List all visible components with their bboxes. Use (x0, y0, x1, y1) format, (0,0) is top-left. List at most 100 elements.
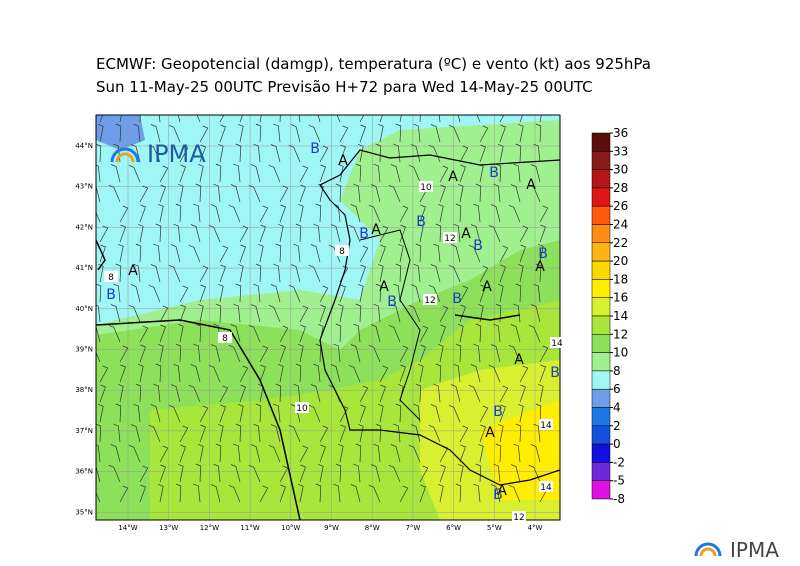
wind-barb (210, 344, 221, 363)
wind-barb (539, 205, 549, 223)
colorbar-label: -2 (613, 455, 625, 469)
wind-barb (98, 123, 104, 143)
wind-barb (155, 223, 162, 243)
wind-barb (233, 163, 241, 183)
wind-barb (479, 405, 489, 423)
wind-barb (299, 464, 306, 483)
wind-barb (370, 324, 381, 343)
wind-barb (253, 283, 261, 303)
pressure-center: A (482, 279, 492, 295)
pressure-center: B (452, 291, 462, 307)
wind-barb (113, 423, 121, 443)
wind-barb (193, 203, 201, 223)
wind-barb (518, 403, 524, 423)
wind-barb (138, 223, 144, 243)
wind-barb (215, 443, 222, 463)
wind-barb (338, 303, 344, 323)
wind-barb (130, 144, 141, 163)
wind-barb (379, 244, 386, 263)
wind-barb (199, 405, 209, 423)
wind-barb (495, 163, 502, 183)
wind-barb (198, 163, 204, 183)
wind-barb (328, 244, 341, 263)
wind-barb (173, 223, 181, 243)
wind-barb (279, 325, 289, 343)
wind-barb (393, 283, 401, 303)
lon-label: 4°W (528, 524, 543, 532)
pressure-center: B (387, 294, 397, 310)
wind-barb (375, 143, 382, 163)
colorbar-segment (591, 132, 611, 152)
pressure-center: B (310, 141, 320, 157)
wind-barb (250, 444, 261, 463)
colorbar-label: 0 (613, 437, 621, 451)
wind-barb (453, 363, 461, 383)
wind-barb (419, 484, 426, 503)
colorbar-segment (591, 315, 611, 335)
wind-barb (399, 485, 409, 503)
wind-barb (539, 345, 549, 363)
wind-barb (96, 423, 102, 443)
wind-barb (439, 165, 449, 183)
wind-barb (99, 244, 106, 263)
wind-barb (410, 284, 421, 303)
wind-barb (438, 115, 441, 123)
graticule (96, 115, 560, 520)
wind-barb (359, 124, 366, 143)
lon-label: 12°W (200, 524, 219, 532)
wind-barb (513, 443, 521, 463)
wind-barb (378, 263, 384, 283)
pressure-center: A (526, 177, 536, 193)
wind-barb (368, 344, 381, 363)
wind-barb (219, 245, 229, 263)
wind-barb (457, 115, 461, 123)
wind-barb (99, 365, 109, 383)
wind-barb (418, 223, 424, 243)
pressure-center: A (371, 222, 381, 238)
wind-barb (508, 484, 521, 503)
wind-barb (298, 115, 301, 123)
wind-barb (230, 184, 241, 203)
wind-barb (159, 305, 169, 323)
wind-barb (155, 363, 162, 383)
wind-barb (248, 324, 261, 343)
wind-barb (310, 244, 321, 263)
wind-barb (213, 183, 221, 203)
wind-barb (177, 115, 181, 123)
wind-barb (179, 164, 186, 183)
wind-barb (373, 443, 381, 463)
wind-barb (350, 344, 361, 363)
colorbar-label: -5 (613, 474, 625, 488)
wind-barb (279, 204, 286, 223)
wind-barb (450, 384, 461, 403)
wind-barb (495, 303, 502, 323)
wind-barb (96, 444, 101, 463)
wind-barb (115, 263, 122, 283)
lat-label: 44°N (75, 142, 93, 150)
wind-barb (530, 304, 541, 323)
pressure-center: A (514, 352, 524, 368)
wind-barb (490, 484, 501, 503)
wind-barb (475, 463, 482, 483)
wind-barb (299, 165, 309, 183)
colorbar-segment (591, 187, 611, 207)
wind-barb (508, 344, 521, 363)
wind-barb (228, 484, 241, 503)
contour-label-bg (419, 181, 433, 192)
wind-barb (448, 124, 461, 143)
coastline (96, 149, 560, 520)
wind-barb (458, 323, 464, 343)
wind-barb (270, 424, 281, 443)
lon-label: 9°W (324, 524, 339, 532)
wind-barb (218, 283, 224, 303)
wind-barb (468, 244, 481, 263)
colorbar-label: 4 (613, 401, 621, 415)
wind-barb (473, 343, 481, 363)
wind-barb (459, 304, 466, 323)
wind-barb (455, 343, 462, 363)
wind-barb (253, 143, 261, 163)
wind-barb (230, 324, 241, 343)
wind-barb (108, 464, 121, 483)
wind-barb (378, 403, 384, 423)
